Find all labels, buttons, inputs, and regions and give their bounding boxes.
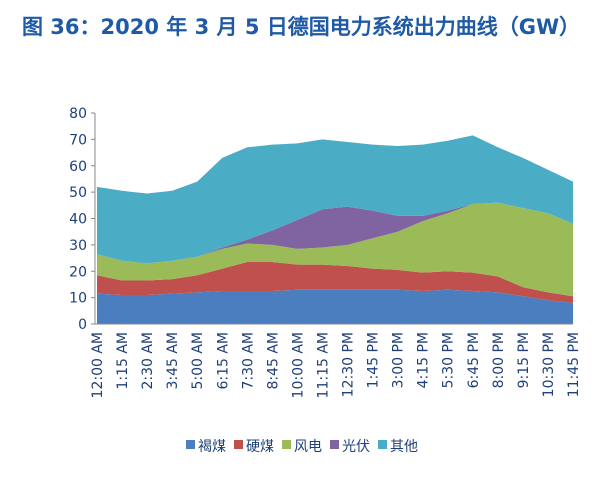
legend-label: 其他 xyxy=(390,439,418,455)
x-tick-label: 6:15 AM xyxy=(215,332,231,390)
x-tick-label: 11:45 PM xyxy=(566,332,582,397)
x-tick-label: 6:45 PM xyxy=(466,332,482,388)
x-tick-label: 5:00 AM xyxy=(190,332,206,390)
legend-label: 光伏 xyxy=(342,439,370,455)
x-tick-label: 8:45 AM xyxy=(265,332,281,390)
x-tick-label: 4:15 PM xyxy=(416,332,432,388)
y-tick-label: 80 xyxy=(69,106,87,122)
y-tick-label: 50 xyxy=(69,185,87,201)
x-tick-label: 2:30 AM xyxy=(140,332,156,390)
area xyxy=(97,289,573,324)
y-tick-label: 30 xyxy=(69,238,87,254)
x-tick-label: 11:15 AM xyxy=(315,332,331,398)
area xyxy=(97,135,573,264)
x-tick-label: 10:30 PM xyxy=(541,332,557,397)
legend-label: 硬煤 xyxy=(246,439,274,455)
y-tick-label: 70 xyxy=(69,132,87,148)
chart-title: 图 36：2020 年 3 月 5 日德国电力系统出力曲线（GW） xyxy=(22,15,581,39)
x-tick-label: 10:00 AM xyxy=(290,332,306,398)
x-tick-label: 5:30 PM xyxy=(441,332,457,388)
y-tick-label: 20 xyxy=(69,264,87,280)
y-tick-label: 10 xyxy=(69,291,87,307)
x-tick-label: 8:00 PM xyxy=(491,332,507,388)
legend-label: 褐煤 xyxy=(198,439,226,455)
y-tick-label: 0 xyxy=(78,317,87,333)
legend-swatch xyxy=(282,440,291,449)
legend-swatch xyxy=(378,440,387,449)
legend: 褐煤 硬煤 风电 光伏 其他 xyxy=(186,439,418,455)
x-tick-label: 3:00 PM xyxy=(391,332,407,388)
area xyxy=(97,202,573,297)
x-tick-label: 1:15 AM xyxy=(115,332,131,390)
area xyxy=(97,202,573,264)
x-tick-label: 3:45 AM xyxy=(165,332,181,390)
x-tick-label: 7:30 AM xyxy=(240,332,256,390)
area xyxy=(97,262,573,303)
x-tick-label: 9:15 PM xyxy=(516,332,532,388)
x-tick-label: 1:45 PM xyxy=(366,332,382,388)
legend-swatch xyxy=(186,440,195,449)
y-tick-label: 40 xyxy=(69,212,87,228)
y-tick-label: 60 xyxy=(69,159,87,175)
legend-label: 风电 xyxy=(294,439,322,455)
legend-swatch xyxy=(234,440,243,449)
x-tick-label: 12:30 PM xyxy=(341,332,357,397)
x-tick-label: 12:00 AM xyxy=(90,332,106,398)
legend-swatch xyxy=(330,440,339,449)
